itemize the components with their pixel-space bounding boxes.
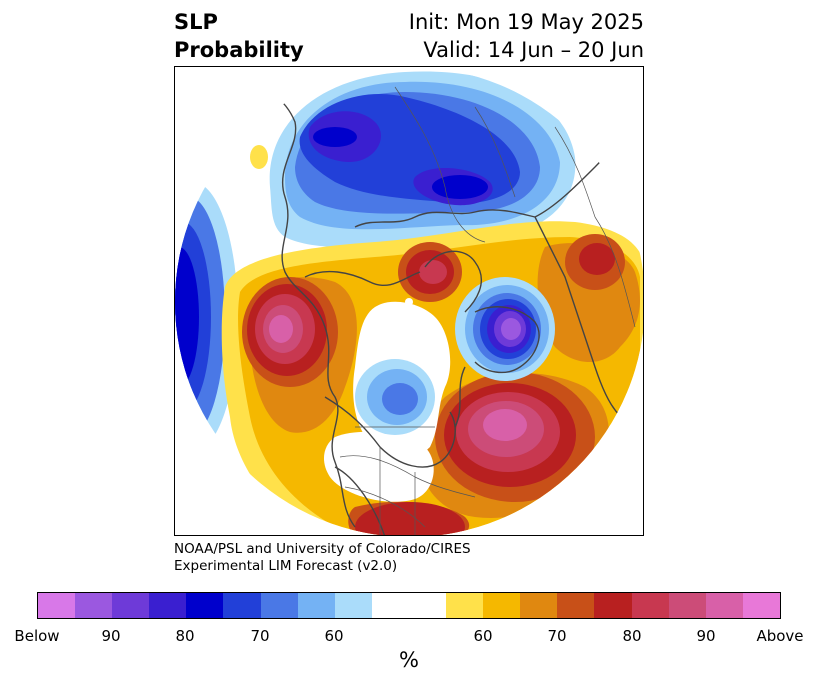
blue-region-north: [269, 71, 576, 248]
credit-line-2: Experimental LIM Forecast (v2.0): [174, 558, 398, 574]
colorbar-cell: [408, 593, 447, 618]
map-title: SLP Probability: [174, 8, 304, 64]
init-date: Init: Mon 19 May 2025: [408, 10, 644, 34]
colorbar-cell: [297, 593, 335, 618]
yellow-spot-nw: [250, 145, 268, 169]
red-region-cores: [242, 234, 625, 535]
colorbar-tick-label: 70: [547, 627, 567, 645]
colorbar-cell: [705, 593, 743, 618]
colorbar-cell: [112, 593, 150, 618]
borders: [339, 86, 636, 535]
colorbar-unit-label: %: [399, 648, 419, 672]
colorbar-cell: [75, 593, 113, 618]
colorbar-cell: [668, 593, 706, 618]
polar-map: [174, 66, 644, 536]
colorbar-cell: [742, 593, 780, 618]
blue-low-east: [455, 277, 555, 381]
probability-field: [175, 67, 643, 535]
pole-marker: [405, 298, 413, 306]
colorbar-tick-label: 90: [101, 627, 121, 645]
credit-text: NOAA/PSL and University of Colorado/CIRE…: [174, 541, 471, 575]
colorbar-tick-label: 70: [250, 627, 270, 645]
title-line-2: Probability: [174, 38, 304, 62]
blue-region-west: [175, 182, 238, 452]
colorbar-tick-label: 60: [324, 627, 344, 645]
colorbar-cell: [557, 593, 595, 618]
colorbar-cell: [594, 593, 632, 618]
colorbar-cell: [483, 593, 521, 618]
colorbar-cell: [334, 593, 372, 618]
blue-region-interior: [355, 359, 435, 435]
title-line-1: SLP: [174, 10, 218, 34]
valid-date: Valid: 14 Jun – 20 Jun: [423, 38, 644, 62]
colorbar-cell: [223, 593, 261, 618]
colorbar-cell: [260, 593, 298, 618]
colorbar-tick-label: Above: [756, 627, 804, 645]
colorbar-cell: [38, 593, 76, 618]
colorbar-cell: [520, 593, 558, 618]
colorbar-cell: [371, 593, 409, 618]
forecast-dates: Init: Mon 19 May 2025 Valid: 14 Jun – 20…: [409, 8, 644, 64]
colorbar: [37, 592, 781, 619]
colorbar-cell: [446, 593, 484, 618]
colorbar-cell: [186, 593, 224, 618]
colorbar-tick-label: Below: [14, 627, 60, 645]
colorbar-tick-label: 60: [473, 627, 493, 645]
colorbar-tick-label: 80: [175, 627, 195, 645]
colorbar-tick-label: 90: [696, 627, 716, 645]
colorbar-cell: [631, 593, 669, 618]
credit-line-1: NOAA/PSL and University of Colorado/CIRE…: [174, 541, 471, 557]
colorbar-tick-label: 80: [622, 627, 642, 645]
colorbar-cell: [149, 593, 187, 618]
